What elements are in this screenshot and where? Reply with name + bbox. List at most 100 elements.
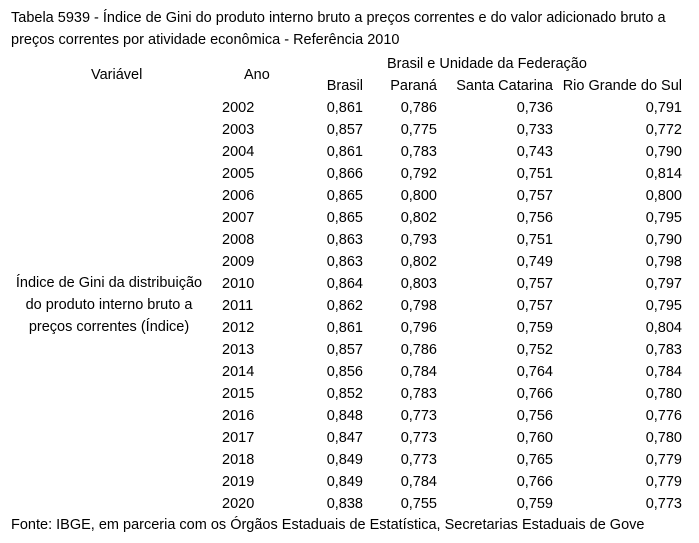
variable-label: Índice de Gini da distribuição do produt… [15,275,203,335]
cell-brasil: 0,866 [326,166,363,182]
cell-rio-grande-do-sul: 0,779 [645,452,682,468]
cell-year: 2007 [222,210,255,226]
cell-year: 2013 [222,342,255,358]
cell-year: 2003 [222,122,255,138]
table-row: 2019 0,849 0,784 0,766 0,779 [0,471,699,493]
cell-santa-catarina: 0,756 [516,210,553,226]
cell-brasil: 0,857 [326,122,363,138]
cell-rio-grande-do-sul: 0,797 [645,276,682,292]
cell-brasil: 0,865 [326,188,363,204]
cell-year: 2020 [222,496,255,512]
table-row: 2008 0,863 0,793 0,751 0,790 [0,229,699,251]
cell-santa-catarina: 0,756 [516,408,553,424]
cell-parana: 0,773 [400,430,437,446]
header-brasil: Brasil [326,78,363,94]
cell-brasil: 0,861 [326,100,363,116]
cell-rio-grande-do-sul: 0,804 [645,320,682,336]
cell-rio-grande-do-sul: 0,784 [645,364,682,380]
table-row: 2015 0,852 0,783 0,766 0,780 [0,383,699,405]
cell-parana: 0,773 [400,452,437,468]
cell-parana: 0,783 [400,144,437,160]
cell-brasil: 0,865 [326,210,363,226]
cell-parana: 0,773 [400,408,437,424]
cell-brasil: 0,861 [326,144,363,160]
cell-brasil: 0,862 [326,298,363,314]
cell-parana: 0,802 [400,254,437,270]
cell-santa-catarina: 0,766 [516,386,553,402]
cell-parana: 0,796 [400,320,437,336]
cell-brasil: 0,852 [326,386,363,402]
table-row: 2014 0,856 0,784 0,764 0,784 [0,361,699,383]
cell-rio-grande-do-sul: 0,790 [645,232,682,248]
cell-santa-catarina: 0,759 [516,320,553,336]
cell-rio-grande-do-sul: 0,780 [645,430,682,446]
header-parana: Paraná [390,78,437,94]
cell-rio-grande-do-sul: 0,776 [645,408,682,424]
table-row: 2003 0,857 0,775 0,733 0,772 [0,119,699,141]
cell-santa-catarina: 0,733 [516,122,553,138]
cell-santa-catarina: 0,759 [516,496,553,512]
table-row: 2011 0,862 0,798 0,757 0,795 [0,295,699,317]
cell-year: 2002 [222,100,255,116]
table-row: 2013 0,857 0,786 0,752 0,783 [0,339,699,361]
header-ano: Ano [244,67,270,83]
cell-rio-grande-do-sul: 0,814 [645,166,682,182]
cell-year: 2018 [222,452,255,468]
table-row: 2012 0,861 0,796 0,759 0,804 [0,317,699,339]
cell-parana: 0,755 [400,496,437,512]
cell-rio-grande-do-sul: 0,783 [645,342,682,358]
cell-parana: 0,803 [400,276,437,292]
cell-brasil: 0,863 [326,254,363,270]
table-row: 2005 0,866 0,792 0,751 0,814 [0,163,699,185]
cell-rio-grande-do-sul: 0,791 [645,100,682,116]
cell-santa-catarina: 0,751 [516,166,553,182]
cell-santa-catarina: 0,757 [516,188,553,204]
cell-year: 2009 [222,254,255,270]
cell-santa-catarina: 0,751 [516,232,553,248]
cell-rio-grande-do-sul: 0,800 [645,188,682,204]
cell-parana: 0,784 [400,474,437,490]
cell-year: 2014 [222,364,255,380]
cell-rio-grande-do-sul: 0,795 [645,298,682,314]
table-footer: Fonte: IBGE, em parceria com os Órgãos E… [11,517,645,533]
cell-santa-catarina: 0,757 [516,298,553,314]
cell-year: 2016 [222,408,255,424]
cell-year: 2006 [222,188,255,204]
cell-parana: 0,783 [400,386,437,402]
table-row: 2006 0,865 0,800 0,757 0,800 [0,185,699,207]
cell-parana: 0,800 [400,188,437,204]
cell-brasil: 0,848 [326,408,363,424]
cell-santa-catarina: 0,749 [516,254,553,270]
table-row: 2018 0,849 0,773 0,765 0,779 [0,449,699,471]
cell-santa-catarina: 0,766 [516,474,553,490]
cell-brasil: 0,856 [326,364,363,380]
cell-brasil: 0,838 [326,496,363,512]
cell-rio-grande-do-sul: 0,779 [645,474,682,490]
table-row: 2010 0,864 0,803 0,757 0,797 [0,273,699,295]
cell-rio-grande-do-sul: 0,773 [645,496,682,512]
table-row: 2020 0,838 0,755 0,759 0,773 [0,493,699,515]
cell-parana: 0,793 [400,232,437,248]
cell-parana: 0,792 [400,166,437,182]
cell-year: 2008 [222,232,255,248]
cell-parana: 0,786 [400,100,437,116]
table-row: 2016 0,848 0,773 0,756 0,776 [0,405,699,427]
cell-year: 2015 [222,386,255,402]
cell-year: 2011 [222,298,254,314]
header-rio-grande-do-sul: Rio Grande do Sul [562,78,682,94]
cell-santa-catarina: 0,760 [516,430,553,446]
table-row: 2009 0,863 0,802 0,749 0,798 [0,251,699,273]
cell-santa-catarina: 0,764 [516,364,553,380]
cell-brasil: 0,864 [326,276,363,292]
cell-santa-catarina: 0,757 [516,276,553,292]
cell-parana: 0,784 [400,364,437,380]
cell-year: 2017 [222,430,255,446]
cell-parana: 0,775 [400,122,437,138]
header-group: Brasil e Unidade da Federação [387,56,587,72]
table-row: 2017 0,847 0,773 0,760 0,780 [0,427,699,449]
cell-santa-catarina: 0,765 [516,452,553,468]
cell-rio-grande-do-sul: 0,798 [645,254,682,270]
cell-rio-grande-do-sul: 0,780 [645,386,682,402]
cell-santa-catarina: 0,752 [516,342,553,358]
table-row: 2002 0,861 0,786 0,736 0,791 [0,97,699,119]
